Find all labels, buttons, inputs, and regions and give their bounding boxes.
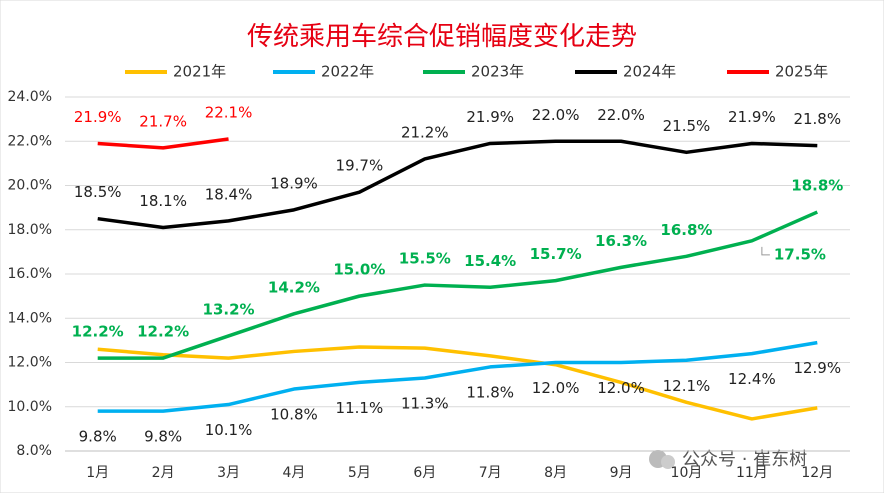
data-label: 22.1% [205,104,253,122]
chart-title: 传统乘用车综合促销幅度变化走势 [247,22,637,52]
data-label: 18.8% [791,177,843,195]
data-label: 11.1% [336,399,384,417]
data-label: 9.8% [79,428,117,446]
x-tick-label: 12月 [801,465,833,481]
y-tick-label: 12.0% [8,355,52,371]
data-label: 16.3% [595,232,647,250]
data-label: 21.9% [466,108,514,126]
data-label: 10.1% [205,421,253,439]
x-tick-label: 2月 [152,465,175,481]
x-tick-label: 4月 [282,465,305,481]
data-label: 18.4% [205,185,253,203]
x-tick-label: 10月 [671,465,703,481]
y-tick-label: 24.0% [8,89,52,105]
leader-line [761,246,770,256]
data-label: 18.5% [74,183,122,201]
data-label: 22.0% [532,106,580,124]
x-tick-label: 9月 [610,465,633,481]
legend-label: 2025年 [775,63,828,81]
y-tick-label: 18.0% [8,222,52,238]
data-label: 11.3% [401,394,449,412]
data-label: 12.0% [597,379,645,397]
x-tick-label: 1月 [86,465,109,481]
data-label: 21.9% [74,108,122,126]
data-label: 22.0% [597,106,645,124]
watermark: 公众号 · 崔东树 [649,449,807,470]
y-tick-label: 16.0% [8,266,52,282]
data-label: 21.7% [139,112,187,130]
series-line [97,340,818,413]
series-line [97,137,229,150]
data-label: 12.1% [663,377,711,395]
data-label: 12.2% [137,323,189,341]
data-label: 12.0% [532,379,580,397]
series-line [97,345,818,421]
data-label: 12.9% [793,359,841,377]
x-tick-label: 3月 [217,465,240,481]
y-tick-label: 10.0% [8,399,52,415]
data-label: 16.8% [660,221,712,239]
x-tick-label: 8月 [544,465,567,481]
data-label: 12.2% [72,323,124,341]
series-line [97,210,818,360]
y-tick-label: 8.0% [16,443,52,459]
data-label: 21.2% [401,123,449,141]
legend-label: 2021年 [173,63,226,81]
legend-label: 2023年 [471,63,524,81]
data-label: 21.9% [728,108,776,126]
series-line [97,139,818,230]
data-label: 15.0% [333,261,385,279]
data-label: 21.8% [793,110,841,128]
data-label: 15.4% [464,252,516,270]
data-label: 19.7% [336,157,384,175]
data-label: 9.8% [144,428,182,446]
x-tick-label: 6月 [413,465,436,481]
data-label: 21.5% [663,117,711,135]
data-label: 18.9% [270,174,318,192]
legend-label: 2024年 [623,63,676,81]
data-label: 15.5% [399,250,451,268]
data-label: 17.5% [774,245,826,263]
data-label: 10.8% [270,406,318,424]
y-tick-label: 20.0% [8,178,52,194]
x-tick-label: 11月 [736,465,768,481]
x-tick-label: 5月 [348,465,371,481]
watermark-text: 公众号 · 崔东树 [682,449,807,470]
data-label: 15.7% [530,245,582,263]
data-label: 13.2% [203,300,255,318]
legend-label: 2022年 [321,63,374,81]
y-tick-label: 22.0% [8,133,52,149]
x-tick-label: 7月 [479,465,502,481]
data-label: 11.8% [466,383,514,401]
y-tick-label: 14.0% [8,310,52,326]
data-label: 12.4% [728,370,776,388]
data-label: 18.1% [139,192,187,210]
data-label: 14.2% [268,278,320,296]
